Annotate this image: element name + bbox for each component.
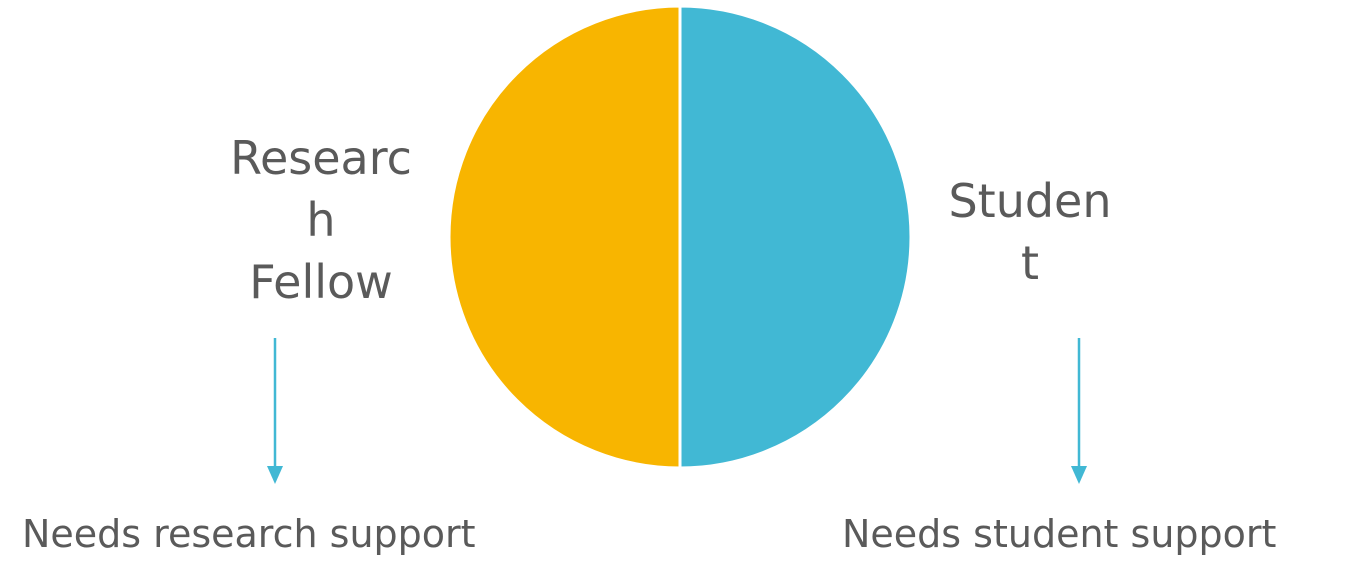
note-research-support: Needs research support xyxy=(22,512,476,556)
pie-slice-student xyxy=(678,4,913,470)
arrow-research-head xyxy=(267,466,283,484)
slice-label-student: Studen t xyxy=(948,174,1112,290)
pie-slice-research-fellow xyxy=(447,4,682,470)
arrow-student xyxy=(1071,338,1087,484)
arrow-research xyxy=(267,338,283,484)
arrow-student-head xyxy=(1071,466,1087,484)
slice-label-research-fellow: Researc h Fellow xyxy=(230,131,412,309)
note-student-support: Needs student support xyxy=(842,512,1277,556)
